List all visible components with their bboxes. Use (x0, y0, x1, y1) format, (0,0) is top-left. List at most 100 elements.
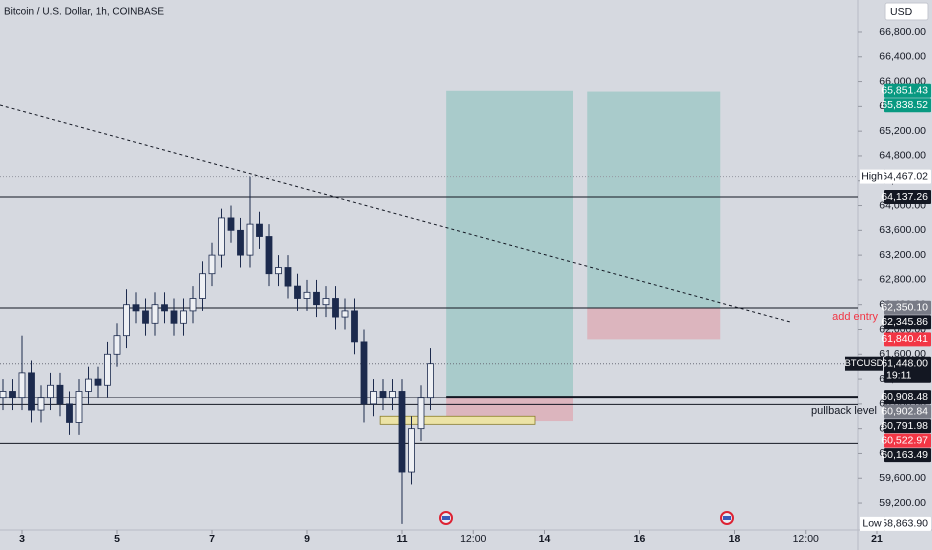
price-tag (884, 390, 931, 405)
stop-zone (446, 397, 573, 422)
x-tick-label: 7 (209, 533, 215, 545)
price-tag (884, 332, 931, 347)
candle-body (18, 372, 26, 399)
candle-body (322, 298, 330, 306)
event-icon[interactable] (720, 511, 734, 525)
candle-body (0, 391, 7, 399)
candle-body (398, 391, 406, 473)
candle-body (104, 353, 111, 386)
axes: 59,200.0059,600.0060,000.0060,400.0060,8… (19, 26, 931, 545)
currency: USD (890, 6, 913, 18)
plot-area (0, 90, 858, 524)
candle-body (75, 391, 83, 423)
price-tag (884, 433, 931, 448)
price-tag-label: 62,350.10 (881, 302, 928, 314)
candle-body (9, 391, 16, 399)
candle-body (113, 335, 121, 355)
y-tick-label: 64,800.00 (879, 150, 926, 162)
tag-name-box (860, 516, 884, 531)
tag-name: Low (862, 518, 882, 530)
candle-body (360, 341, 368, 405)
price-tag-label: 61,840.41 (881, 333, 928, 345)
price-tag (884, 315, 931, 330)
tag-name: High (861, 170, 883, 182)
candle-body (151, 304, 159, 324)
x-tick-label: 3 (19, 533, 25, 545)
target-zone (587, 91, 721, 308)
candle-body (66, 403, 73, 423)
target-zone (446, 90, 573, 398)
symbol-box (845, 356, 883, 371)
annotation: add entry (832, 311, 878, 323)
candle-body (180, 310, 187, 324)
zone (379, 415, 536, 425)
candle-body (265, 236, 273, 275)
price-tag-label: 65,838.52 (881, 99, 928, 111)
candle-body (370, 391, 377, 405)
x-tick-label: 12:00 (460, 533, 486, 545)
price-tag (884, 448, 931, 463)
price-tag-label: 65,851.43 (881, 85, 928, 97)
candle-body (208, 254, 216, 275)
candle-body (389, 391, 396, 399)
price-tag-label: 60,902.84 (881, 405, 928, 417)
candle-body (142, 310, 149, 324)
x-tick-label: 9 (304, 533, 310, 545)
candle-body (237, 229, 244, 256)
price-tag-label: 60,791.98 (881, 420, 928, 432)
candle-body (132, 304, 140, 312)
candle-body (427, 363, 434, 399)
candle-body (56, 384, 64, 405)
candle-body (294, 285, 301, 299)
price-tag (884, 98, 931, 113)
candle-body (341, 310, 349, 318)
candle-body (351, 310, 358, 343)
y-tick-label: 63,200.00 (879, 249, 926, 261)
price-tag-label: 64,137.26 (881, 191, 928, 203)
price-tag-label: 61,448.00 (881, 357, 928, 369)
y-tick-label: 66,400.00 (879, 51, 926, 63)
annotation: pullback level (811, 405, 877, 417)
y-tick-label: 63,600.00 (879, 224, 926, 236)
candle-body (303, 291, 311, 299)
price-tag (884, 404, 931, 419)
price-tag-label: 58,863.90 (881, 518, 928, 530)
x-tick-label: 16 (634, 533, 646, 545)
price-tag-label: 64,467.02 (881, 170, 928, 182)
x-tick-label: 12:00 (793, 533, 819, 545)
event-icon[interactable] (439, 511, 453, 525)
price-tag (884, 169, 931, 184)
price-tag (884, 83, 931, 98)
candle-body (47, 384, 54, 399)
x-tick-label: 5 (114, 533, 120, 545)
price-tag-label: 60,908.48 (881, 391, 928, 403)
countdown: 19:11 (886, 369, 912, 381)
trendline (0, 104, 791, 323)
price-tag-label: 60,522.97 (881, 434, 928, 446)
candle-body (189, 298, 197, 312)
price-tag (884, 516, 931, 531)
candle-body (256, 223, 263, 237)
candle-body (284, 267, 292, 287)
candle-body (246, 223, 254, 256)
candle-body (37, 397, 45, 411)
x-tick-label: 18 (729, 533, 741, 545)
candle-body (28, 372, 35, 411)
x-tick-label: 21 (871, 533, 883, 545)
price-tag (884, 419, 931, 434)
candle-body (123, 304, 130, 337)
tag-name-box (860, 169, 884, 184)
price-tag-label: 60,163.49 (881, 449, 928, 461)
candle-body (161, 304, 168, 312)
x-tick-label: 11 (396, 533, 407, 545)
candle-body (94, 378, 102, 386)
candle-body (408, 428, 415, 473)
candle-body (275, 267, 282, 275)
y-tick-label: 66,800.00 (879, 26, 926, 38)
currency-box[interactable] (884, 2, 929, 21)
y-tick-label: 65,200.00 (879, 125, 926, 137)
candle-body (313, 291, 320, 306)
